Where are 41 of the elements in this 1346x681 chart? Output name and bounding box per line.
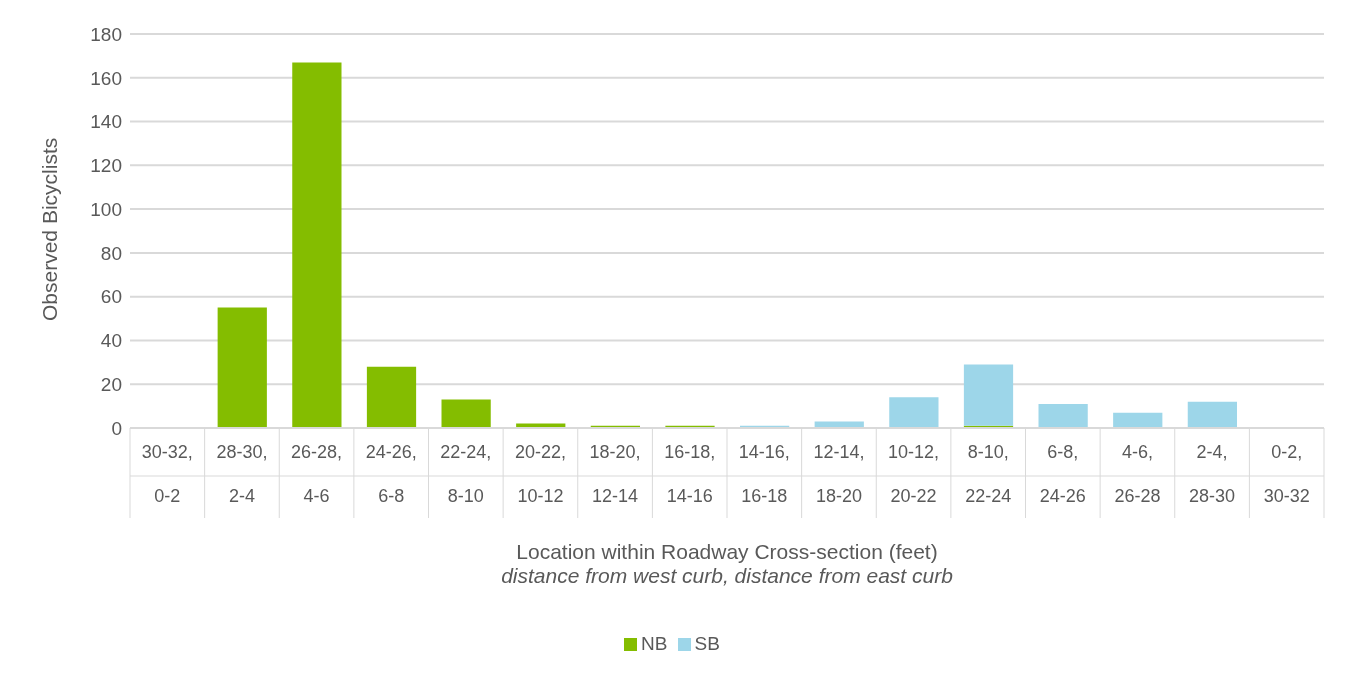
category-label: 14-16, 16-18 <box>738 442 790 506</box>
bar <box>1038 403 1088 428</box>
y-tick-label: 80 <box>100 242 122 264</box>
category-label: 22-24, 8-10 <box>440 442 492 506</box>
x-axis-title: Location within Roadway Cross-section (feet) <box>515 540 939 564</box>
category-label: 18-20, 12-14 <box>589 442 641 506</box>
category-label: 26-28, 4-6 <box>291 442 343 506</box>
bar <box>963 364 1014 426</box>
category-label: 10-12, 20-22 <box>888 442 940 506</box>
y-tick-label: 140 <box>90 111 122 133</box>
category-label: 8-10, 22-24 <box>965 442 1012 506</box>
category-label: 20-22, 10-12 <box>514 442 566 506</box>
y-tick-label: 20 <box>100 373 122 395</box>
y-tick-label: 100 <box>90 198 122 220</box>
category-label: 16-18, 14-16 <box>664 442 716 506</box>
y-tick-label: 0 <box>111 417 122 439</box>
category-label: 28-30, 2-4 <box>216 442 268 506</box>
category-label: 0-2, 30-32 <box>1263 442 1310 506</box>
bar <box>889 397 939 428</box>
bar <box>441 399 491 428</box>
bar <box>292 62 342 428</box>
text: distance from west curb, distance from east curb <box>500 564 954 588</box>
category-label: 24-26, 6-8 <box>365 442 417 506</box>
legend-label: SB <box>694 633 720 654</box>
bar <box>366 366 417 428</box>
category-label: 12-14, 18-20 <box>813 442 865 506</box>
y-tick-label: 180 <box>90 23 122 45</box>
category-label: 4-6, 26-28 <box>1114 442 1161 506</box>
y-tick-label: 160 <box>90 67 122 89</box>
bar <box>1113 412 1163 428</box>
y-tick-label: 120 <box>90 155 122 177</box>
category-label: 30-32, 0-2 <box>141 442 193 506</box>
category-label: 2-4, 28-30 <box>1189 442 1236 506</box>
category-label: 6-8, 24-26 <box>1039 442 1086 506</box>
y-tick-label: 40 <box>100 330 122 352</box>
y-axis-title: Observed Bicyclists <box>38 137 62 321</box>
bar <box>217 307 267 428</box>
legend-label: NB <box>641 633 668 654</box>
bar <box>814 421 864 428</box>
y-tick-label: 60 <box>100 286 122 308</box>
bar <box>1187 401 1237 428</box>
